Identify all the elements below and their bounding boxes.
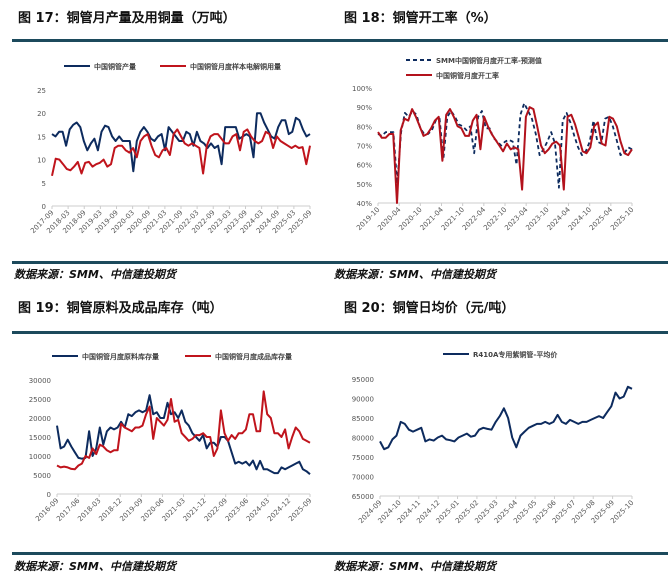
divider <box>12 552 334 555</box>
y-tick-label: 0 <box>47 491 51 499</box>
legend-label: 中国铜管月度样本电解铜用量 <box>190 62 281 71</box>
source-note: 数据来源：SMM、中信建投期货 <box>14 268 176 281</box>
chart-title: 图 20：铜管日均价（元/吨） <box>344 301 515 316</box>
chart-title: 图 18：铜管开工率（%） <box>344 11 497 26</box>
divider <box>12 39 334 42</box>
y-tick-label: 90000 <box>352 396 374 404</box>
y-tick-label: 10000 <box>29 453 51 461</box>
y-tick-label: 70000 <box>352 474 374 482</box>
y-tick-label: 100% <box>352 85 372 93</box>
y-tick-label: 0 <box>42 203 46 211</box>
series-line-2 <box>56 390 311 471</box>
divider <box>334 331 668 334</box>
chart-title: 图 17：铜管月产量及用铜量（万吨） <box>18 11 236 26</box>
y-tick-label: 25000 <box>29 396 51 404</box>
y-tick-label: 5 <box>42 180 46 188</box>
y-tick-label: 25 <box>37 87 46 95</box>
legend-label: 中国铜管产量 <box>94 62 136 71</box>
legend-label: 中国铜管月度成品库存量 <box>215 352 292 361</box>
chart-title: 图 19：铜管原料及成品库存（吨） <box>18 301 223 316</box>
y-tick-label: 30000 <box>29 377 51 385</box>
y-tick-label: 50% <box>356 181 372 189</box>
divider <box>334 552 668 555</box>
y-tick-label: 80000 <box>352 435 374 443</box>
legend-label: SMM中国铜管月度开工率-预测值 <box>436 56 542 65</box>
legend-label: 中国铜管月度原料库存量 <box>82 352 159 361</box>
y-tick-label: 15 <box>37 133 46 141</box>
divider <box>334 39 668 42</box>
y-tick-label: 70% <box>356 143 372 151</box>
y-tick-label: 20 <box>37 110 46 118</box>
legend-label: R410A专用紫铜管-平均价 <box>473 350 558 359</box>
y-tick-label: 5000 <box>33 472 51 480</box>
y-tick-label: 20000 <box>29 415 51 423</box>
divider <box>12 331 334 334</box>
series-line-1 <box>56 394 311 475</box>
series-line-1 <box>51 112 311 173</box>
chart-panel-19: 图 19：铜管原料及成品库存（吨） 数据来源：SMM、中信建投期货 <box>0 290 334 580</box>
series-line-1 <box>379 385 633 451</box>
chart-panel-17: 图 17：铜管月产量及用铜量（万吨） 数据来源：SMM、中信建投期货 <box>0 0 334 290</box>
y-tick-label: 75000 <box>352 454 374 462</box>
series-line-2 <box>377 106 633 204</box>
chart-panel-18: 图 18：铜管开工率（%） 数据来源：SMM、中信建投期货 <box>334 0 668 290</box>
y-tick-label: 10 <box>37 157 46 165</box>
y-tick-label: 40% <box>356 200 372 208</box>
source-note: 数据来源：SMM、中信建投期货 <box>334 560 496 573</box>
x-tick-label: 2025-10 <box>609 206 635 232</box>
legend-label: 中国铜管月度开工率 <box>436 71 499 80</box>
y-tick-label: 60% <box>356 162 372 170</box>
y-tick-label: 95000 <box>352 376 374 384</box>
divider <box>334 261 668 264</box>
y-tick-label: 85000 <box>352 415 374 423</box>
y-tick-label: 90% <box>356 104 372 112</box>
series-line-2 <box>51 128 311 177</box>
source-note: 数据来源：SMM、中信建投期货 <box>334 268 496 281</box>
source-note: 数据来源：SMM、中信建投期货 <box>14 560 176 573</box>
x-tick-label: 2025-09 <box>287 497 313 523</box>
y-tick-label: 15000 <box>29 434 51 442</box>
y-tick-label: 80% <box>356 123 372 131</box>
chart-panel-20: 图 20：铜管日均价（元/吨） 数据来源：SMM、中信建投期货 <box>334 290 668 580</box>
divider <box>12 261 334 264</box>
series-line-1 <box>377 102 633 189</box>
y-tick-label: 65000 <box>352 493 374 501</box>
